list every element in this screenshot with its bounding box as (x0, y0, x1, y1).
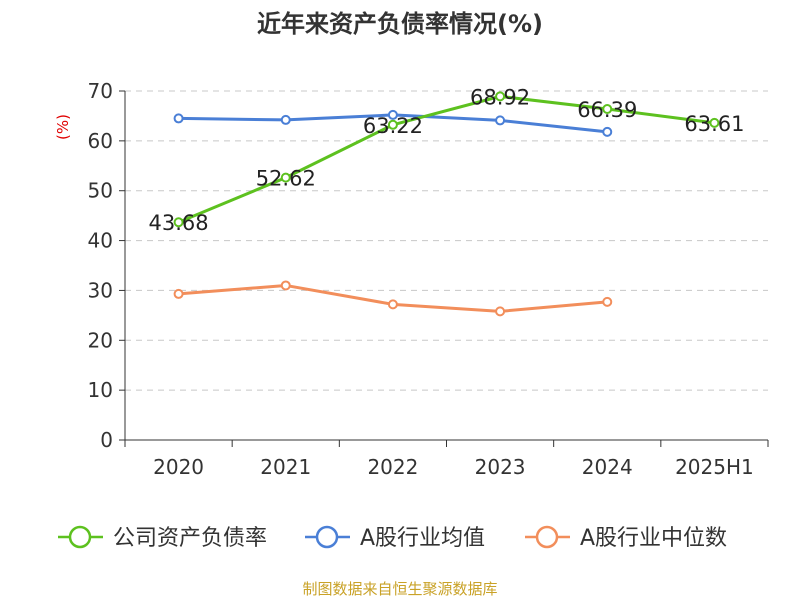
data-point-2 (495, 306, 506, 317)
legend-marker-2 (535, 525, 559, 549)
data-label: 68.92 (470, 85, 530, 109)
y-tick-label: 40 (88, 229, 113, 253)
legend-marker-0 (68, 525, 92, 549)
y-tick-label: 70 (88, 79, 113, 103)
y-tick-label: 10 (88, 378, 113, 402)
axes: 0 10 20 30 40 50 60 70 2020 2021 2022 2023 2024 2025H… (88, 79, 769, 479)
chart-title: 近年来资产负债率情况(%) (257, 10, 543, 38)
data-point-1 (387, 109, 398, 120)
series-line-0 (178, 94, 715, 224)
y-tick-label: 50 (88, 179, 113, 203)
data-point-1 (280, 114, 291, 125)
x-tick-label: 2024 (582, 455, 633, 479)
data-label: 52.62 (256, 167, 316, 191)
data-label: 63.22 (363, 114, 423, 138)
gridlines (125, 90, 768, 391)
x-tick-label: 2021 (260, 455, 311, 479)
data-point-0 (495, 91, 506, 102)
source-note: 制图数据来自恒生聚源数据库 (302, 580, 497, 598)
data-point-0 (709, 117, 720, 128)
data-point-2 (173, 288, 184, 299)
y-tick-label: 60 (88, 129, 113, 153)
data-label: 66.39 (577, 98, 637, 122)
y-tick-label: 0 (100, 428, 113, 452)
data-point-2 (387, 299, 398, 310)
x-tick-label: 2022 (367, 455, 418, 479)
x-tick-label: 2023 (475, 455, 526, 479)
y-tick-label: 30 (88, 278, 113, 302)
data-point-1 (602, 126, 613, 137)
legend-label-2: A股行业中位数 (580, 526, 727, 551)
data-point-2 (602, 296, 613, 307)
x-tick-label: 2020 (153, 455, 204, 479)
data-point-0 (387, 119, 398, 130)
data-point-2 (280, 280, 291, 291)
data-point-1 (495, 115, 506, 126)
data-label: 63.61 (684, 112, 744, 136)
data-label: 43.68 (149, 211, 209, 235)
legend-label-1: A股行业均值 (360, 526, 485, 551)
data-point-0 (602, 103, 613, 114)
series-group (173, 91, 720, 317)
y-axis-label: (%) (54, 114, 72, 140)
y-tick-label: 20 (88, 328, 113, 352)
x-tick-label: 2025H1 (675, 455, 754, 479)
legend: 公司资产负债率 A股行业均值 A股行业中位数 (58, 525, 727, 551)
data-point-0 (173, 217, 184, 228)
data-point-1 (173, 113, 184, 124)
legend-label-0: 公司资产负债率 (113, 526, 267, 551)
data-point-0 (280, 172, 291, 183)
legend-marker-1 (315, 525, 339, 549)
data-labels: 43.68 52.62 63.22 68.92 66.39 63.61 (149, 85, 745, 235)
